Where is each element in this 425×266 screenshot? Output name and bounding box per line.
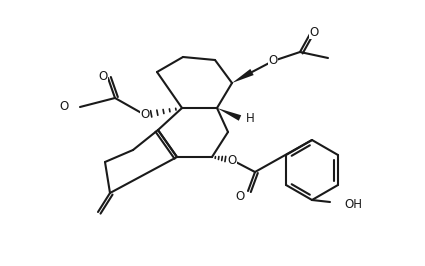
Polygon shape <box>232 69 254 83</box>
Text: O: O <box>268 55 278 68</box>
Text: O: O <box>227 153 237 167</box>
Text: O: O <box>309 26 319 39</box>
Text: O: O <box>235 189 245 202</box>
Text: O: O <box>60 101 68 114</box>
Polygon shape <box>217 108 241 121</box>
Text: OH: OH <box>344 197 362 210</box>
Text: O: O <box>60 101 68 114</box>
Text: O: O <box>140 109 150 122</box>
Text: O: O <box>98 69 108 82</box>
Text: H: H <box>246 111 255 124</box>
